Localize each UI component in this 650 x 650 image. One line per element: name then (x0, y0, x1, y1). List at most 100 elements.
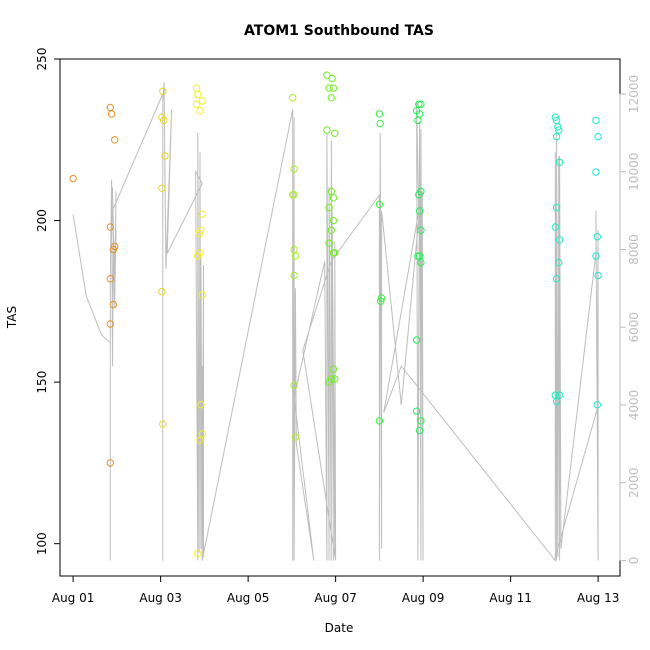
data-point (158, 184, 166, 193)
data-point (415, 100, 423, 108)
data-point (291, 252, 300, 260)
data-point (109, 300, 118, 309)
data-point (552, 275, 561, 283)
data-point (291, 433, 300, 441)
altitude-trace-layer (72, 82, 599, 562)
data-point (106, 320, 115, 328)
x-tick-label: Aug 11 (489, 591, 532, 605)
data-point (198, 97, 206, 105)
data-point (323, 126, 331, 134)
y2-tick-label: 12000 (627, 75, 641, 113)
y2-tick-label: 0 (627, 557, 641, 565)
data-point (106, 223, 115, 231)
y2-tick-label: 10000 (627, 153, 641, 191)
data-point (592, 168, 600, 176)
data-point (594, 271, 602, 280)
data-point (327, 94, 335, 102)
altitude-trace-line (72, 82, 599, 562)
y2-tick-label: 6000 (627, 312, 641, 343)
data-point (197, 401, 205, 409)
data-point (415, 191, 423, 199)
data-point (376, 119, 384, 128)
data-point (377, 294, 386, 302)
data-point (417, 226, 425, 235)
data-point (414, 252, 422, 260)
data-point (552, 132, 561, 141)
data-point (111, 242, 119, 251)
data-point (552, 397, 561, 406)
y-tick-label: 100 (35, 532, 49, 555)
data-point (107, 110, 116, 118)
y-axis-label: TAS (5, 306, 19, 329)
data-point (375, 417, 384, 425)
data-point (417, 100, 425, 108)
data-point (329, 84, 338, 92)
data-point (327, 187, 335, 196)
y-tick-label: 200 (35, 209, 49, 232)
points-layer (69, 71, 602, 558)
data-point (160, 116, 168, 125)
y2-tick-label: 2000 (627, 467, 641, 498)
data-point (555, 236, 564, 244)
data-point (327, 375, 335, 383)
data-point (69, 174, 77, 183)
data-point (194, 549, 202, 558)
data-point (158, 287, 166, 296)
data-point (555, 258, 563, 267)
data-point (159, 420, 167, 428)
x-tick-label: Aug 13 (577, 591, 620, 605)
y-tick-label: 150 (35, 371, 49, 394)
data-point (328, 74, 336, 83)
data-point (592, 252, 600, 260)
x-tick-label: Aug 09 (402, 591, 445, 605)
data-point (415, 426, 424, 435)
y-axis: 100 150 200 250 (35, 48, 60, 555)
x-tick-label: Aug 03 (139, 591, 182, 605)
data-point (331, 129, 339, 138)
data-point (290, 165, 298, 173)
data-point (111, 136, 119, 144)
data-point (375, 200, 384, 209)
data-point (159, 87, 167, 96)
data-point (331, 375, 339, 383)
data-point (414, 116, 422, 125)
data-point (594, 132, 602, 141)
data-point (106, 275, 115, 283)
data-point (415, 110, 424, 118)
data-point (106, 103, 115, 112)
x-tick-label: Aug 05 (227, 591, 270, 605)
data-point (329, 216, 338, 225)
data-point (593, 233, 601, 241)
data-point (325, 203, 333, 212)
data-point (289, 94, 297, 102)
x-axis-label: Date (325, 621, 354, 635)
y-tick-label: 250 (35, 48, 49, 71)
x-tick-label: Aug 07 (314, 591, 357, 605)
data-point (415, 207, 424, 215)
data-point (323, 71, 331, 79)
chart-title: ATOM1 Southbound TAS (244, 23, 434, 39)
data-point (325, 239, 333, 247)
data-point (198, 430, 206, 438)
y2-axis: 0 2000 4000 6000 8000 10000 12000 (619, 75, 641, 565)
data-point (593, 401, 601, 409)
data-point (551, 223, 559, 231)
data-point (412, 336, 421, 344)
data-point (417, 417, 425, 425)
y2-tick-label: 8000 (627, 234, 641, 265)
data-point (289, 191, 297, 199)
data-point (331, 249, 339, 257)
data-point (327, 226, 335, 235)
data-point (329, 365, 338, 373)
data-point (198, 210, 206, 218)
data-point (554, 123, 562, 131)
data-point (325, 84, 333, 92)
data-point (196, 436, 204, 444)
y2-tick-label: 4000 (627, 390, 641, 421)
x-tick-label: Aug 01 (52, 591, 95, 605)
data-point (417, 258, 425, 267)
data-point (106, 459, 115, 467)
data-point (196, 107, 204, 115)
data-point (552, 203, 561, 212)
